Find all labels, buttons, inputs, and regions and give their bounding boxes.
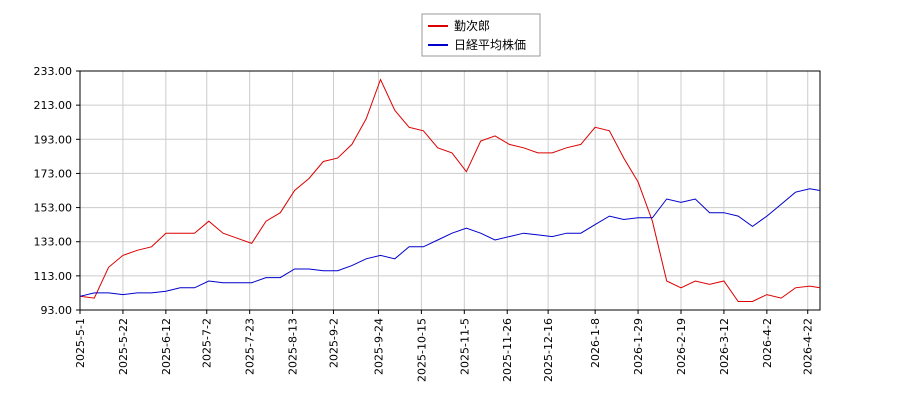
y-tick-label: 93.00	[41, 304, 73, 317]
x-tick-label: 2025-7-23	[244, 318, 257, 375]
x-tick-label: 2026-2-19	[675, 318, 688, 375]
x-tick-label: 2026-4-22	[802, 318, 815, 375]
x-tick-label: 2025-7-2	[201, 318, 214, 368]
x-tick-label: 2026-3-12	[718, 318, 731, 375]
x-tick-label: 2026-1-29	[632, 318, 645, 375]
y-tick-label: 113.00	[34, 270, 73, 283]
x-tick-label: 2025-6-12	[160, 318, 173, 375]
x-tick-label: 2025-10-15	[415, 318, 428, 382]
series-line	[79, 188, 821, 297]
x-tick-label: 2025-5-22	[117, 318, 130, 375]
y-tick-label: 193.00	[34, 133, 73, 146]
legend-label: 日経平均株価	[454, 37, 526, 52]
x-tick-label: 2026-1-8	[589, 318, 602, 368]
y-tick-label: 213.00	[34, 99, 73, 112]
y-tick-label: 233.00	[34, 65, 73, 78]
y-tick-label: 133.00	[34, 236, 73, 249]
y-tick-label: 153.00	[34, 202, 73, 215]
x-tick-label: 2026-4-2	[761, 318, 774, 368]
y-tick-label: 173.00	[34, 167, 73, 180]
series-line	[79, 78, 821, 302]
x-tick-label: 2025-8-13	[287, 318, 300, 375]
legend-label: 勤次郎	[454, 19, 490, 33]
x-tick-label: 2025-9-24	[372, 318, 385, 375]
x-tick-label: 2025-5-1	[74, 318, 87, 368]
x-tick-label: 2025-9-2	[327, 318, 340, 368]
legend-box	[421, 13, 541, 57]
x-tick-label: 2025-11-26	[501, 318, 514, 382]
x-tick-label: 2025-12-16	[542, 318, 555, 382]
x-tick-label: 2025-11-5	[458, 318, 471, 375]
